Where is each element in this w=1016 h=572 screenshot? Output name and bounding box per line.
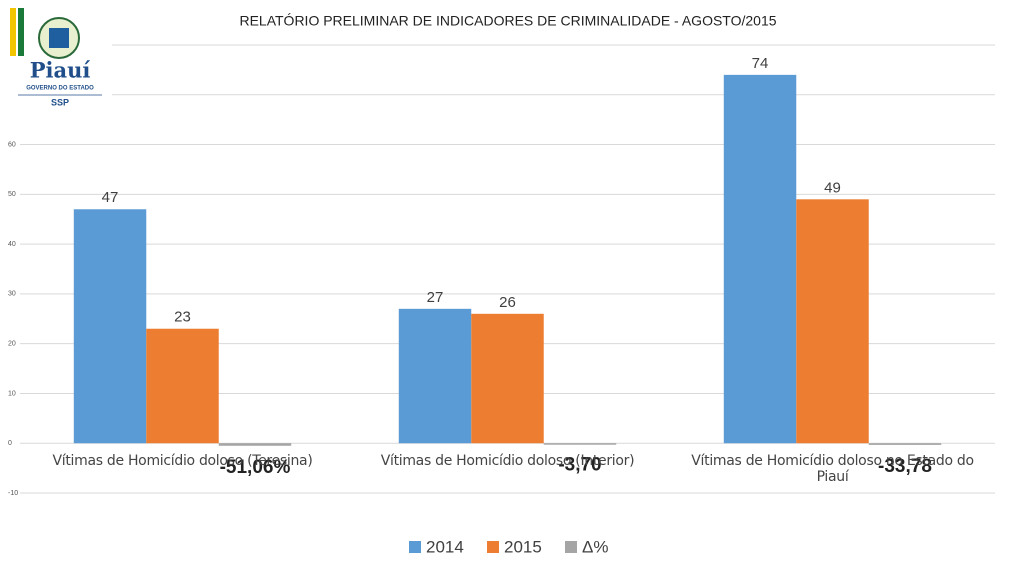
logo-subtitle: GOVERNO DO ESTADO — [26, 86, 94, 92]
data-label: -33,78 — [878, 456, 932, 477]
bar — [723, 74, 797, 444]
data-label: 74 — [752, 55, 769, 72]
data-label: 27 — [427, 289, 444, 306]
bar — [868, 443, 942, 445]
bar — [796, 199, 869, 444]
y-tick-label: 40 — [8, 241, 16, 248]
bar — [398, 308, 472, 444]
y-tick-label: 20 — [8, 341, 16, 348]
legend-label: 2015 — [504, 537, 542, 556]
legend-label: Δ% — [582, 537, 608, 556]
x-tick-label: Vítimas de Homicídio doloso (Teresina) — [52, 453, 313, 470]
bar — [218, 443, 292, 446]
logo-unit: SSP — [51, 97, 69, 107]
legend-label: 2014 — [426, 537, 464, 556]
logo-name: Piauí — [30, 58, 91, 83]
y-tick-label: 50 — [8, 191, 16, 198]
bar — [146, 328, 219, 444]
y-tick-label: -10 — [8, 490, 18, 497]
chart-title: RELATÓRIO PRELIMINAR DE INDICADORES DE C… — [239, 13, 776, 29]
data-label: 26 — [499, 294, 516, 311]
logo-stripe — [10, 8, 16, 56]
x-tick-label: Vítimas de Homicídio doloso no Estado do… — [691, 453, 974, 486]
data-label: 47 — [102, 189, 119, 206]
data-label: -51,06% — [220, 457, 291, 478]
logo-emblem — [49, 28, 69, 48]
y-tick-label: 10 — [8, 390, 16, 397]
data-label: 49 — [824, 179, 841, 196]
legend-swatch — [487, 541, 499, 553]
logo-stripe — [18, 8, 24, 56]
bar — [543, 443, 617, 445]
data-label: -3,70 — [558, 454, 601, 475]
x-tick-label: Vítimas de Homicídio doloso (Interior) — [380, 453, 635, 470]
y-tick-label: 30 — [8, 291, 16, 298]
bar — [73, 209, 147, 444]
y-tick-label: 60 — [8, 141, 16, 148]
data-label: 23 — [174, 309, 191, 326]
y-tick-label: 0 — [8, 440, 12, 447]
logo: Piauí GOVERNO DO ESTADO SSP — [0, 0, 112, 125]
bar — [471, 313, 544, 444]
legend-swatch — [409, 541, 421, 553]
legend-swatch — [565, 541, 577, 553]
